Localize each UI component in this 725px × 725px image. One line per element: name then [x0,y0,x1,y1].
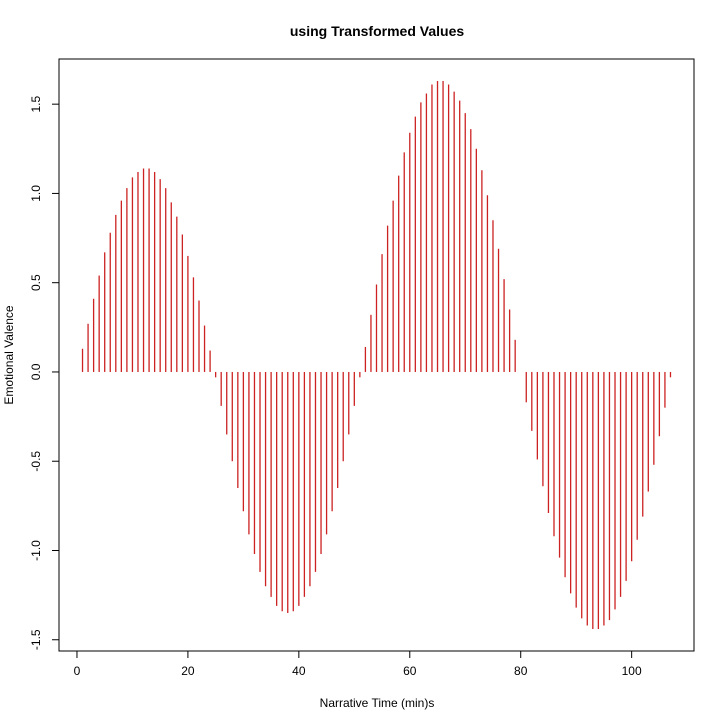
x-tick-label: 20 [181,664,195,678]
y-tick-label: 0.0 [29,363,43,380]
y-tick-label: -1.5 [29,629,43,650]
x-tick-label: 100 [622,664,642,678]
y-tick-label: -1.0 [29,540,43,561]
x-tick-label: 80 [514,664,528,678]
y-tick-label: 1.5 [29,96,43,113]
chart-title: using Transformed Values [290,23,464,39]
y-tick-label: -0.5 [29,451,43,472]
y-axis-label: Emotional Valence [2,305,16,404]
x-tick-label: 0 [74,664,81,678]
y-tick-label: 1.0 [29,185,43,202]
y-tick-label: 0.5 [29,274,43,291]
x-tick-label: 40 [292,664,306,678]
x-axis-label: Narrative Time (min)s [320,696,435,710]
x-tick-label: 60 [403,664,417,678]
